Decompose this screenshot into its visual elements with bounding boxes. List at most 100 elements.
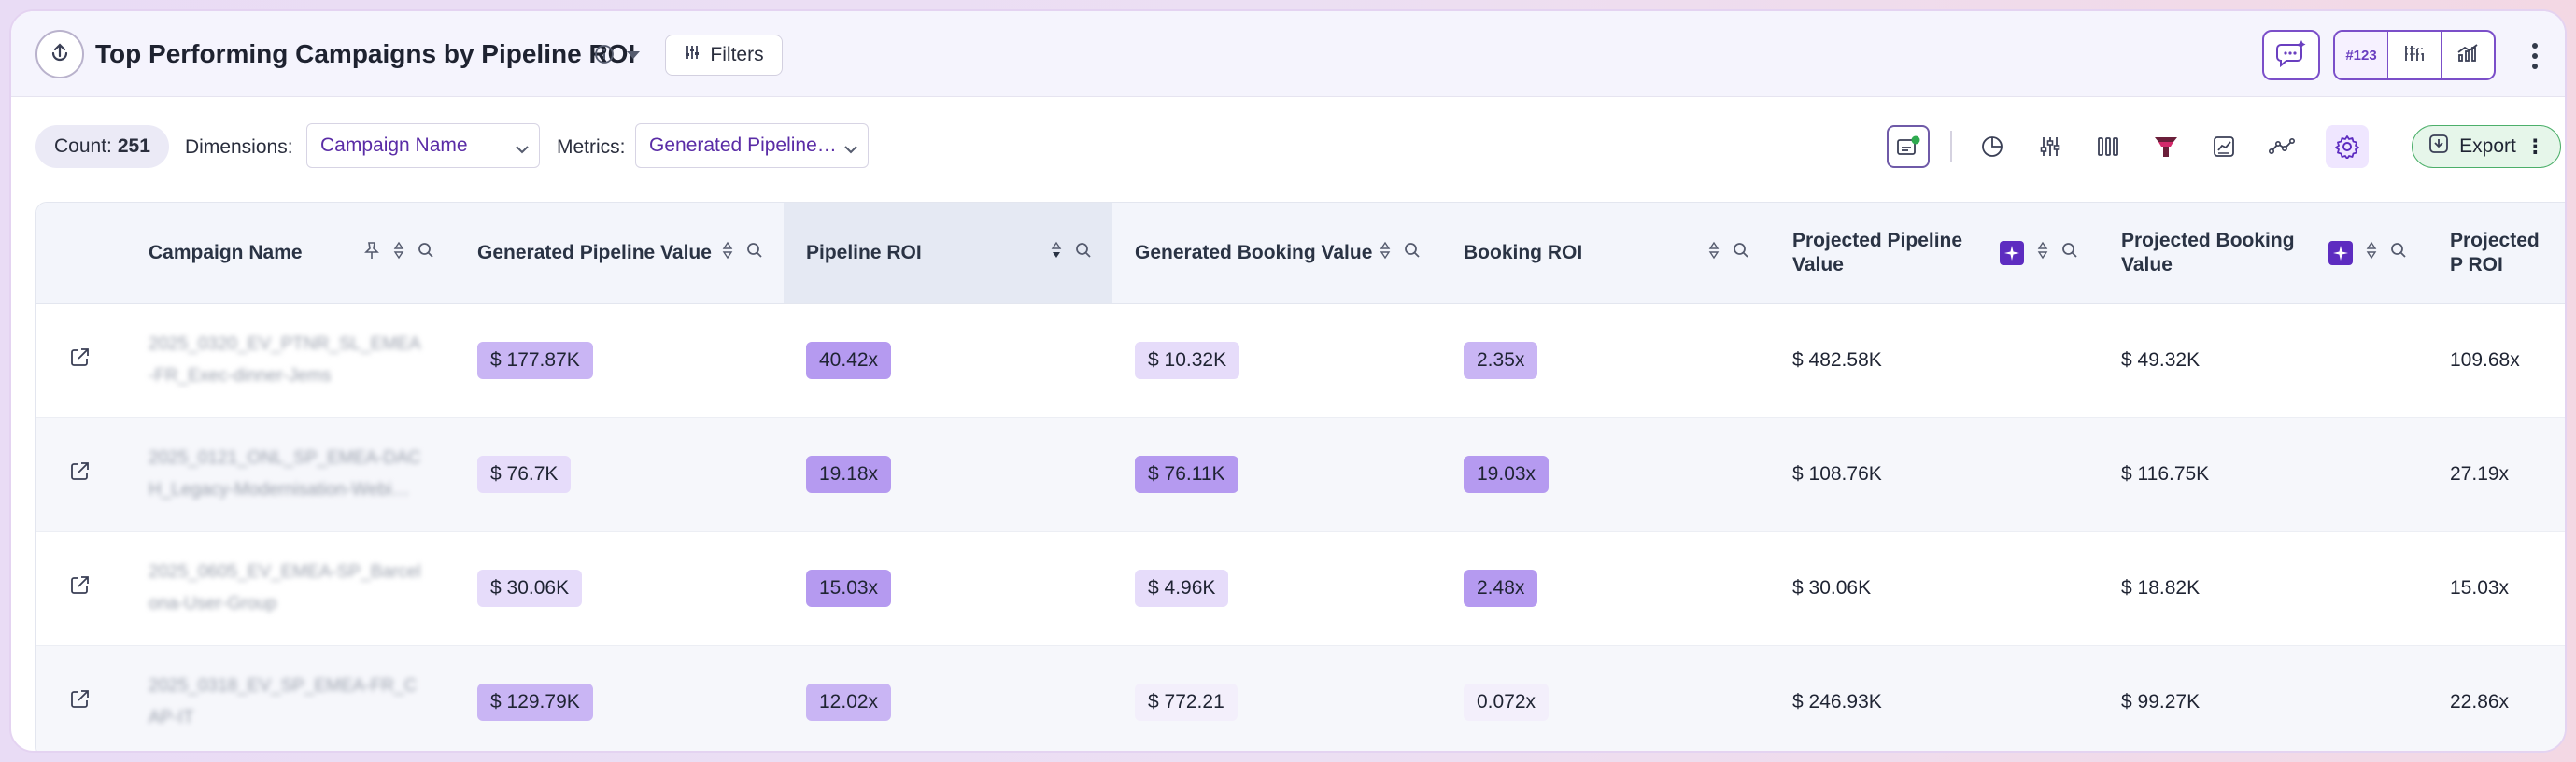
settings-gear-icon[interactable]	[2326, 125, 2369, 168]
open-link-icon[interactable]	[68, 576, 91, 601]
combo-chart-icon	[2456, 43, 2479, 68]
heat-value: $ 772.21	[1135, 684, 1238, 721]
column-header-generated-booking-value[interactable]: Generated Booking Value	[1112, 203, 1441, 304]
table-row[interactable]: 2025_0320_EV_PTNR_SL_EMEA -FR_Exec-dinner…	[36, 303, 2565, 417]
cell-campaign-name: 2025_0318_EV_SP_EMEA-FR_C AP-IT	[126, 645, 455, 751]
column-header-booking-roi[interactable]: Booking ROI	[1441, 203, 1770, 304]
metrics-value: Generated Pipeline…	[649, 134, 837, 156]
metrics-select[interactable]: Generated Pipeline…	[635, 123, 869, 168]
heat-value: $ 129.79K	[477, 684, 593, 721]
cell-projected-pipeline: $ 482.58K	[1770, 303, 2099, 417]
pin-icon[interactable]	[363, 241, 380, 265]
visualization-switcher: #123	[2333, 30, 2496, 80]
cell-generated-booking: $ 772.21	[1112, 645, 1441, 751]
sort-icon[interactable]	[1708, 241, 1720, 265]
search-icon[interactable]	[1404, 242, 1421, 264]
metrics-label: Metrics:	[557, 136, 626, 158]
cell-projected-booking: $ 18.82K	[2099, 531, 2427, 645]
campaign-name-line: -FR_Exec-dinner-Jems	[149, 366, 332, 386]
cell-value: 109.68x	[2450, 349, 2520, 371]
search-icon[interactable]	[1733, 242, 1749, 264]
filters-button[interactable]: Filters	[665, 35, 783, 76]
more-options-icon[interactable]	[2524, 37, 2546, 75]
column-header-projected-pipeline-value[interactable]: Projected Pipeline Value	[1770, 203, 2099, 304]
cell-value: $ 246.93K	[1792, 691, 1882, 713]
line-chart-icon[interactable]	[2260, 125, 2303, 168]
sort-descending-icon[interactable]	[1051, 241, 1062, 265]
search-icon[interactable]	[2390, 242, 2407, 264]
search-icon[interactable]	[1075, 242, 1092, 264]
funnel-chart-icon[interactable]	[2144, 125, 2187, 168]
number-view-button[interactable]: #123	[2335, 32, 2388, 78]
heat-value: $ 4.96K	[1135, 570, 1229, 607]
campaign-name-line: 2025_0318_EV_SP_EMEA-FR_C	[149, 676, 418, 696]
search-icon[interactable]	[418, 242, 434, 264]
sort-icon[interactable]	[393, 241, 404, 265]
cell-projected-pipeline: $ 108.76K	[1770, 417, 2099, 531]
column-header-projected-roi[interactable]: Projected P ROI	[2427, 203, 2565, 304]
export-label: Export	[2459, 135, 2516, 157]
dimensions-label: Dimensions:	[185, 136, 293, 158]
open-link-icon[interactable]	[68, 462, 91, 487]
ai-sparkle-icon[interactable]	[2000, 240, 2024, 265]
ai-chat-icon	[2275, 39, 2307, 72]
ai-sparkle-icon[interactable]	[2328, 240, 2353, 265]
title-dropdown-caret-icon[interactable]	[626, 49, 641, 65]
campaign-name-line: 2025_0121_ONL_SP_EMEA-DAC	[149, 448, 421, 468]
row-link-cell	[36, 417, 126, 531]
cell-projected-booking: $ 49.32K	[2099, 303, 2427, 417]
info-icon[interactable]	[594, 44, 615, 69]
column-header-label: Generated Booking Value	[1135, 241, 1373, 263]
ai-chat-button[interactable]	[2262, 30, 2320, 80]
column-chart-icon[interactable]	[2087, 125, 2130, 168]
heat-value: 19.03x	[1464, 456, 1550, 493]
cell-booking-roi: 2.35x	[1441, 303, 1770, 417]
sort-icon[interactable]	[2037, 241, 2048, 265]
cell-projected-pipeline: $ 30.06K	[1770, 531, 2099, 645]
table-row[interactable]: 2025_0605_EV_EMEA-SP_Barcel ona-User-Grou…	[36, 531, 2565, 645]
filters-label: Filters	[710, 44, 764, 65]
dimensions-select[interactable]: Campaign Name	[306, 123, 540, 168]
cell-value: $ 482.58K	[1792, 349, 1882, 371]
heat-value: 0.072x	[1464, 684, 1550, 721]
column-header-pipeline-roi[interactable]: Pipeline ROI	[784, 203, 1112, 304]
dimensions-value: Campaign Name	[320, 134, 468, 156]
pie-chart-icon[interactable]	[1971, 125, 2014, 168]
column-header-projected-booking-value[interactable]: Projected Booking Value	[2099, 203, 2427, 304]
column-header-label: Booking ROI	[1464, 241, 1583, 263]
widget-frame: Top Performing Campaigns by Pipeline ROI…	[9, 9, 2567, 753]
cell-value: $ 49.32K	[2121, 349, 2201, 371]
adjust-sliders-icon[interactable]	[2029, 125, 2072, 168]
cell-value: $ 108.76K	[1792, 463, 1882, 485]
column-header-label: Pipeline ROI	[806, 241, 922, 263]
cell-value: $ 18.82K	[2121, 577, 2201, 599]
row-link-cell	[36, 645, 126, 751]
sort-icon[interactable]	[722, 241, 733, 265]
cell-value: 22.86x	[2450, 691, 2510, 713]
sort-icon[interactable]	[1380, 241, 1391, 265]
sort-icon[interactable]	[2366, 241, 2377, 265]
widget-header: Top Performing Campaigns by Pipeline ROI…	[11, 11, 2565, 97]
column-header-campaign-name[interactable]: Campaign Name	[126, 203, 455, 304]
search-icon[interactable]	[746, 242, 763, 264]
open-link-icon[interactable]	[68, 690, 91, 715]
table-body: 2025_0320_EV_PTNR_SL_EMEA -FR_Exec-dinner…	[36, 303, 2565, 751]
open-link-icon[interactable]	[68, 348, 91, 374]
cell-campaign-name: 2025_0121_ONL_SP_EMEA-DAC H_Legacy-Modern…	[126, 417, 455, 531]
header-link-spacer	[36, 203, 126, 304]
cell-pipeline-roi: 40.42x	[784, 303, 1112, 417]
table-row[interactable]: 2025_0318_EV_SP_EMEA-FR_C AP-IT $ 129.79K 1…	[36, 645, 2565, 751]
search-icon[interactable]	[2061, 242, 2078, 264]
cell-projected-roi: 15.03x	[2427, 531, 2565, 645]
table-row[interactable]: 2025_0121_ONL_SP_EMEA-DAC H_Legacy-Modern…	[36, 417, 2565, 531]
export-button[interactable]: Export ⋮	[2412, 125, 2561, 168]
column-header-generated-pipeline-value[interactable]: Generated Pipeline Value	[455, 203, 784, 304]
campaign-name-line: ona-User-Group	[149, 594, 277, 614]
heat-value: $ 76.11K	[1135, 456, 1238, 493]
combo-chart-button[interactable]	[2442, 32, 2494, 78]
filter-sliders-icon	[684, 44, 701, 66]
trend-chart-icon[interactable]	[2202, 125, 2245, 168]
data-status-icon[interactable]	[1887, 125, 1930, 168]
table-view-button[interactable]	[2388, 32, 2442, 78]
cell-value: 27.19x	[2450, 463, 2510, 485]
